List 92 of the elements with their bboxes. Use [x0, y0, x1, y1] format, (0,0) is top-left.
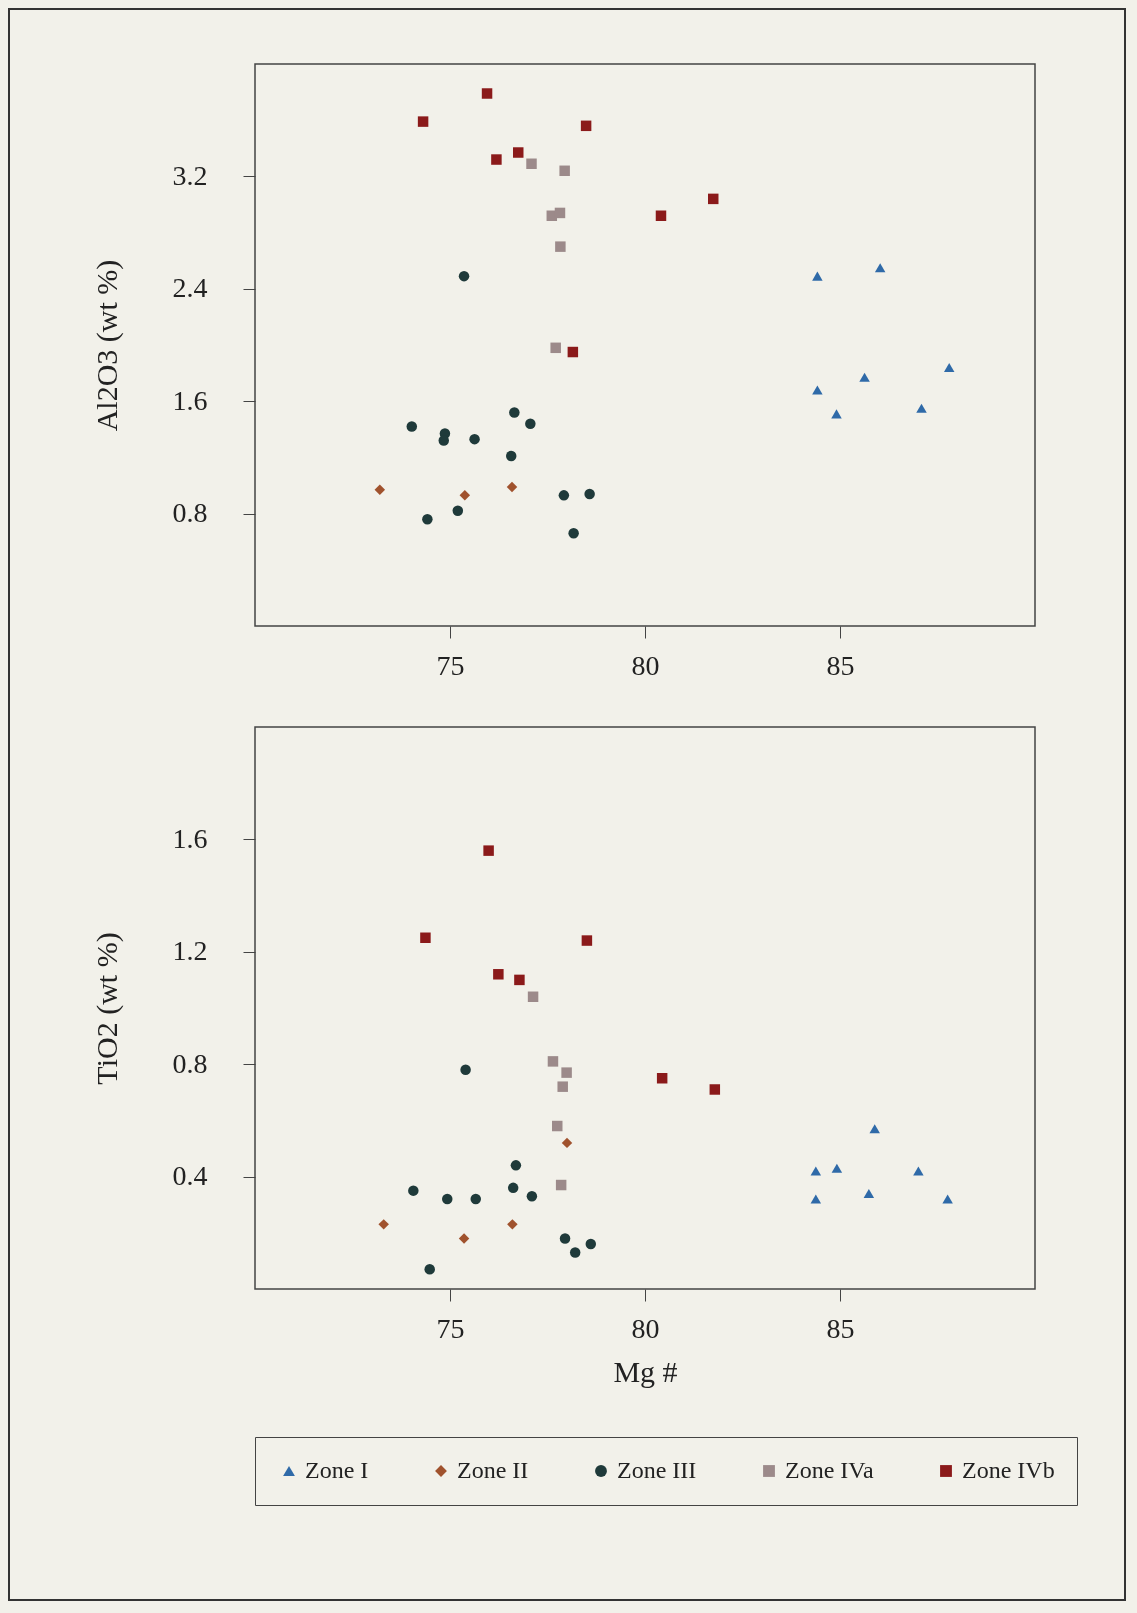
- point: [460, 1064, 471, 1076]
- point: [550, 342, 561, 354]
- point: [493, 969, 504, 980]
- point: [859, 372, 870, 382]
- y-tick-label: 0.4: [172, 1160, 208, 1192]
- point: [408, 1185, 419, 1196]
- point: [378, 1219, 389, 1230]
- point: [812, 385, 823, 395]
- y-tick-label: 0.8: [172, 1047, 208, 1079]
- point: [547, 1056, 559, 1067]
- point: [552, 1120, 563, 1132]
- point: [469, 433, 480, 445]
- y-tick-label: 2.4: [172, 272, 208, 304]
- x-tick-label: 85: [826, 649, 855, 681]
- point: [505, 450, 517, 462]
- point: [483, 845, 494, 856]
- x-tick-label: 75: [436, 1312, 465, 1344]
- point: [507, 1219, 518, 1230]
- x-tick-label: 85: [826, 1312, 855, 1344]
- point: [554, 207, 566, 219]
- point: [442, 1193, 453, 1205]
- point: [458, 270, 470, 282]
- y-tick-label: 1.6: [172, 822, 208, 854]
- point: [942, 1194, 953, 1204]
- point: [567, 346, 579, 358]
- point: [869, 1124, 880, 1134]
- y-tick-label: 1.2: [172, 935, 208, 967]
- point: [559, 1233, 571, 1244]
- point: [863, 1188, 875, 1198]
- point: [913, 1166, 924, 1176]
- x-tick-label: 80: [631, 1312, 660, 1344]
- legend-label: Zone III: [617, 1457, 697, 1483]
- legend-label: Zone II: [457, 1457, 529, 1483]
- point: [470, 1193, 481, 1205]
- point: [810, 1166, 822, 1176]
- point: [555, 1179, 567, 1191]
- point: [810, 1194, 822, 1204]
- point: [481, 88, 493, 99]
- point: [420, 932, 431, 943]
- point: [656, 1073, 668, 1084]
- point: [526, 158, 537, 169]
- point: [491, 154, 502, 165]
- x-tick-label: 80: [631, 649, 660, 681]
- x-axis-title: Mg #: [613, 1354, 678, 1388]
- y-axis-title: TiO2 (wt %): [89, 932, 124, 1085]
- point: [561, 1137, 573, 1149]
- point: [513, 147, 524, 158]
- point: [568, 528, 579, 539]
- point: [708, 193, 719, 205]
- point: [655, 210, 667, 221]
- point: [507, 1182, 519, 1194]
- point: [812, 271, 823, 281]
- point: [510, 1160, 522, 1171]
- y-tick-label: 3.2: [172, 159, 208, 191]
- legend-label: Zone I: [305, 1457, 369, 1483]
- point: [509, 407, 520, 418]
- point: [558, 490, 570, 501]
- y-axis-title: Al2O3 (wt %): [89, 259, 124, 432]
- point: [557, 1081, 568, 1092]
- point: [525, 418, 536, 429]
- point: [831, 409, 842, 419]
- point: [506, 481, 518, 493]
- point: [452, 505, 464, 517]
- point: [709, 1084, 721, 1095]
- legend-label: Zone IVa: [785, 1457, 874, 1483]
- point: [417, 116, 429, 127]
- point: [581, 935, 593, 946]
- point: [584, 488, 595, 500]
- point: [916, 403, 927, 413]
- point: [561, 1067, 572, 1078]
- point: [559, 165, 570, 177]
- point: [585, 1238, 597, 1250]
- y-tick-label: 0.8: [172, 497, 208, 529]
- point: [514, 974, 525, 986]
- point: [831, 1163, 843, 1173]
- point: [406, 421, 418, 432]
- point: [374, 484, 386, 495]
- point: [458, 1233, 470, 1244]
- y-tick-label: 1.6: [172, 384, 208, 416]
- point: [424, 1264, 435, 1275]
- point: [422, 513, 433, 525]
- x-tick-label: 75: [436, 649, 465, 681]
- point: [943, 362, 955, 373]
- point: [459, 490, 471, 501]
- point: [874, 263, 886, 273]
- point: [555, 241, 566, 252]
- point: [526, 1191, 538, 1202]
- point: [527, 991, 539, 1002]
- point: [580, 120, 592, 132]
- point: [438, 435, 449, 446]
- legend-label: Zone IVb: [962, 1457, 1055, 1483]
- point: [569, 1247, 581, 1258]
